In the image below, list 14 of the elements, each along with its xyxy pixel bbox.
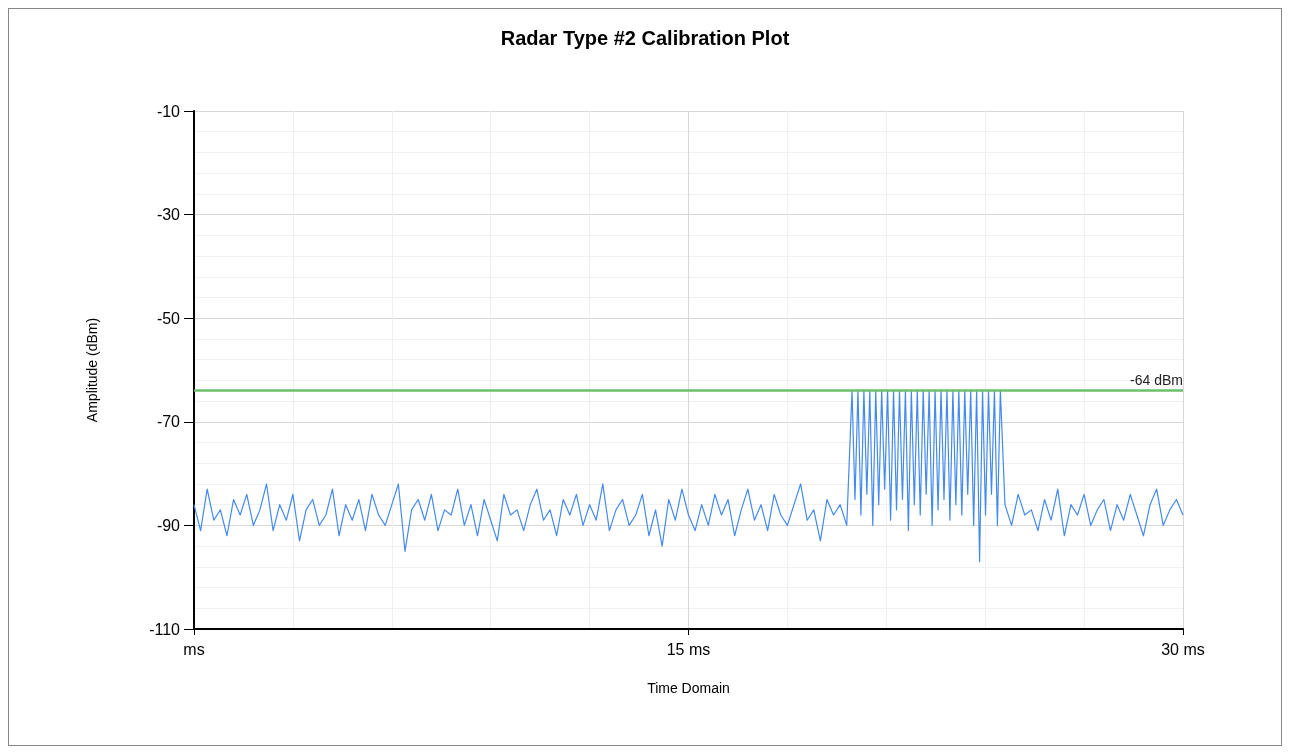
y-tick-label: -110 bbox=[149, 620, 181, 638]
y-tick-label: -30 bbox=[156, 206, 181, 224]
y-tick-label: -50 bbox=[156, 309, 181, 327]
y-tick-label: -90 bbox=[156, 516, 181, 534]
x-axis-title: Time Domain bbox=[647, 680, 730, 696]
ref-line-label: -64 dBm bbox=[1130, 371, 1183, 388]
chart-title: Radar Type #2 Calibration Plot bbox=[500, 27, 790, 49]
y-tick-label: -70 bbox=[156, 413, 181, 431]
y-axis-title: Amplitude (dBm) bbox=[84, 317, 100, 423]
x-tick-label: 30 ms bbox=[1161, 640, 1205, 658]
x-tick-label: 15 ms bbox=[666, 640, 711, 658]
y-tick-label: -10 bbox=[156, 102, 181, 120]
line-series bbox=[193, 390, 1184, 563]
x-tick-label: ms bbox=[183, 640, 205, 658]
